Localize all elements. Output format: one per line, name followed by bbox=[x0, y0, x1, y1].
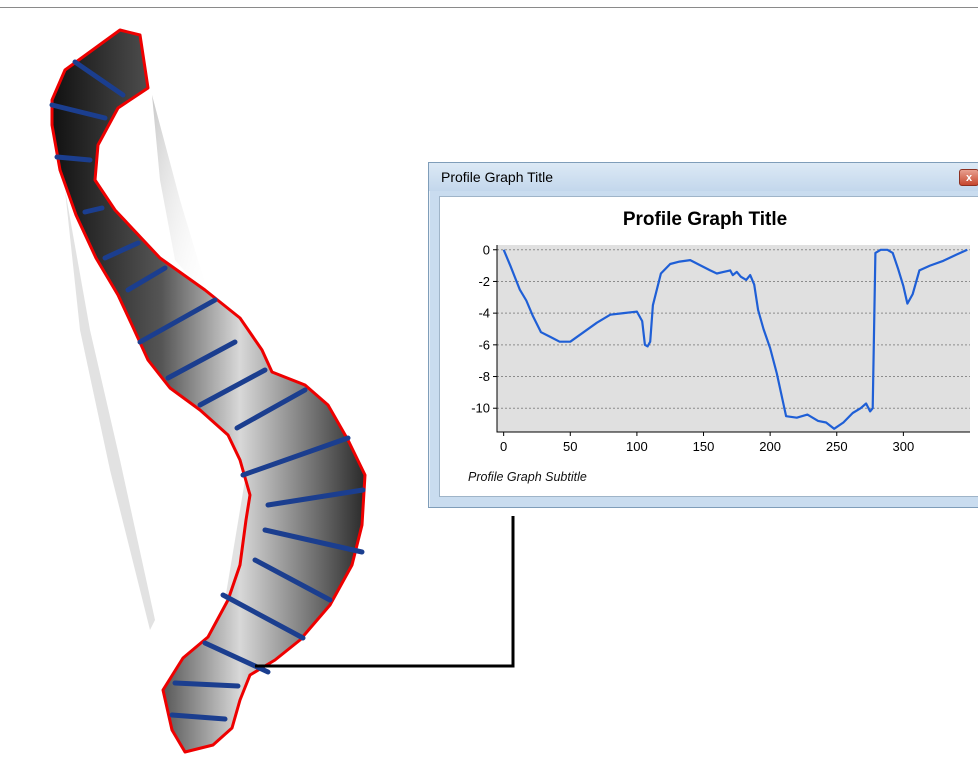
profile-chart: 0 -2 -4 -6 -8 -10 0 50 100 150 200 250 300 bbox=[471, 242, 970, 454]
y-tick-label: -2 bbox=[478, 274, 490, 289]
cross-section-lines bbox=[49, 59, 366, 722]
graph-title: Profile Graph Title bbox=[622, 209, 788, 230]
y-tick-label: -8 bbox=[478, 369, 490, 384]
interpolation-shadow bbox=[152, 95, 210, 300]
window-title: Profile Graph Title bbox=[441, 169, 554, 185]
x-tick-label: 300 bbox=[893, 439, 915, 454]
graph-subtitle: Profile Graph Subtitle bbox=[468, 470, 587, 484]
graph-area: Profile Graph Title 0 -2 -4 -6 -8 -10 0 50 100 15… bbox=[439, 196, 978, 497]
x-tick-label: 50 bbox=[563, 439, 577, 454]
river-corridor bbox=[50, 28, 367, 754]
x-tick-label: 100 bbox=[626, 439, 648, 454]
profile-graph-window[interactable]: Profile Graph Title x Profile Graph Titl… bbox=[428, 162, 978, 508]
close-button[interactable]: x bbox=[959, 169, 978, 186]
x-tick-label: 150 bbox=[693, 439, 715, 454]
profile-line bbox=[502, 248, 968, 430]
title-bar[interactable]: Profile Graph Title x bbox=[429, 163, 978, 191]
y-tick-label: -10 bbox=[471, 401, 490, 416]
interpolation-shadow bbox=[65, 190, 155, 630]
axes bbox=[496, 245, 970, 433]
close-icon: x bbox=[965, 172, 973, 184]
x-tick-label: 250 bbox=[826, 439, 848, 454]
y-tick-label: -6 bbox=[478, 337, 490, 352]
connector-line bbox=[255, 516, 515, 668]
x-tick-label: 200 bbox=[759, 439, 781, 454]
y-tick-label: 0 bbox=[483, 242, 490, 257]
y-tick-label: -4 bbox=[478, 306, 490, 321]
top-divider bbox=[0, 7, 978, 8]
x-tick-label: 0 bbox=[500, 439, 507, 454]
